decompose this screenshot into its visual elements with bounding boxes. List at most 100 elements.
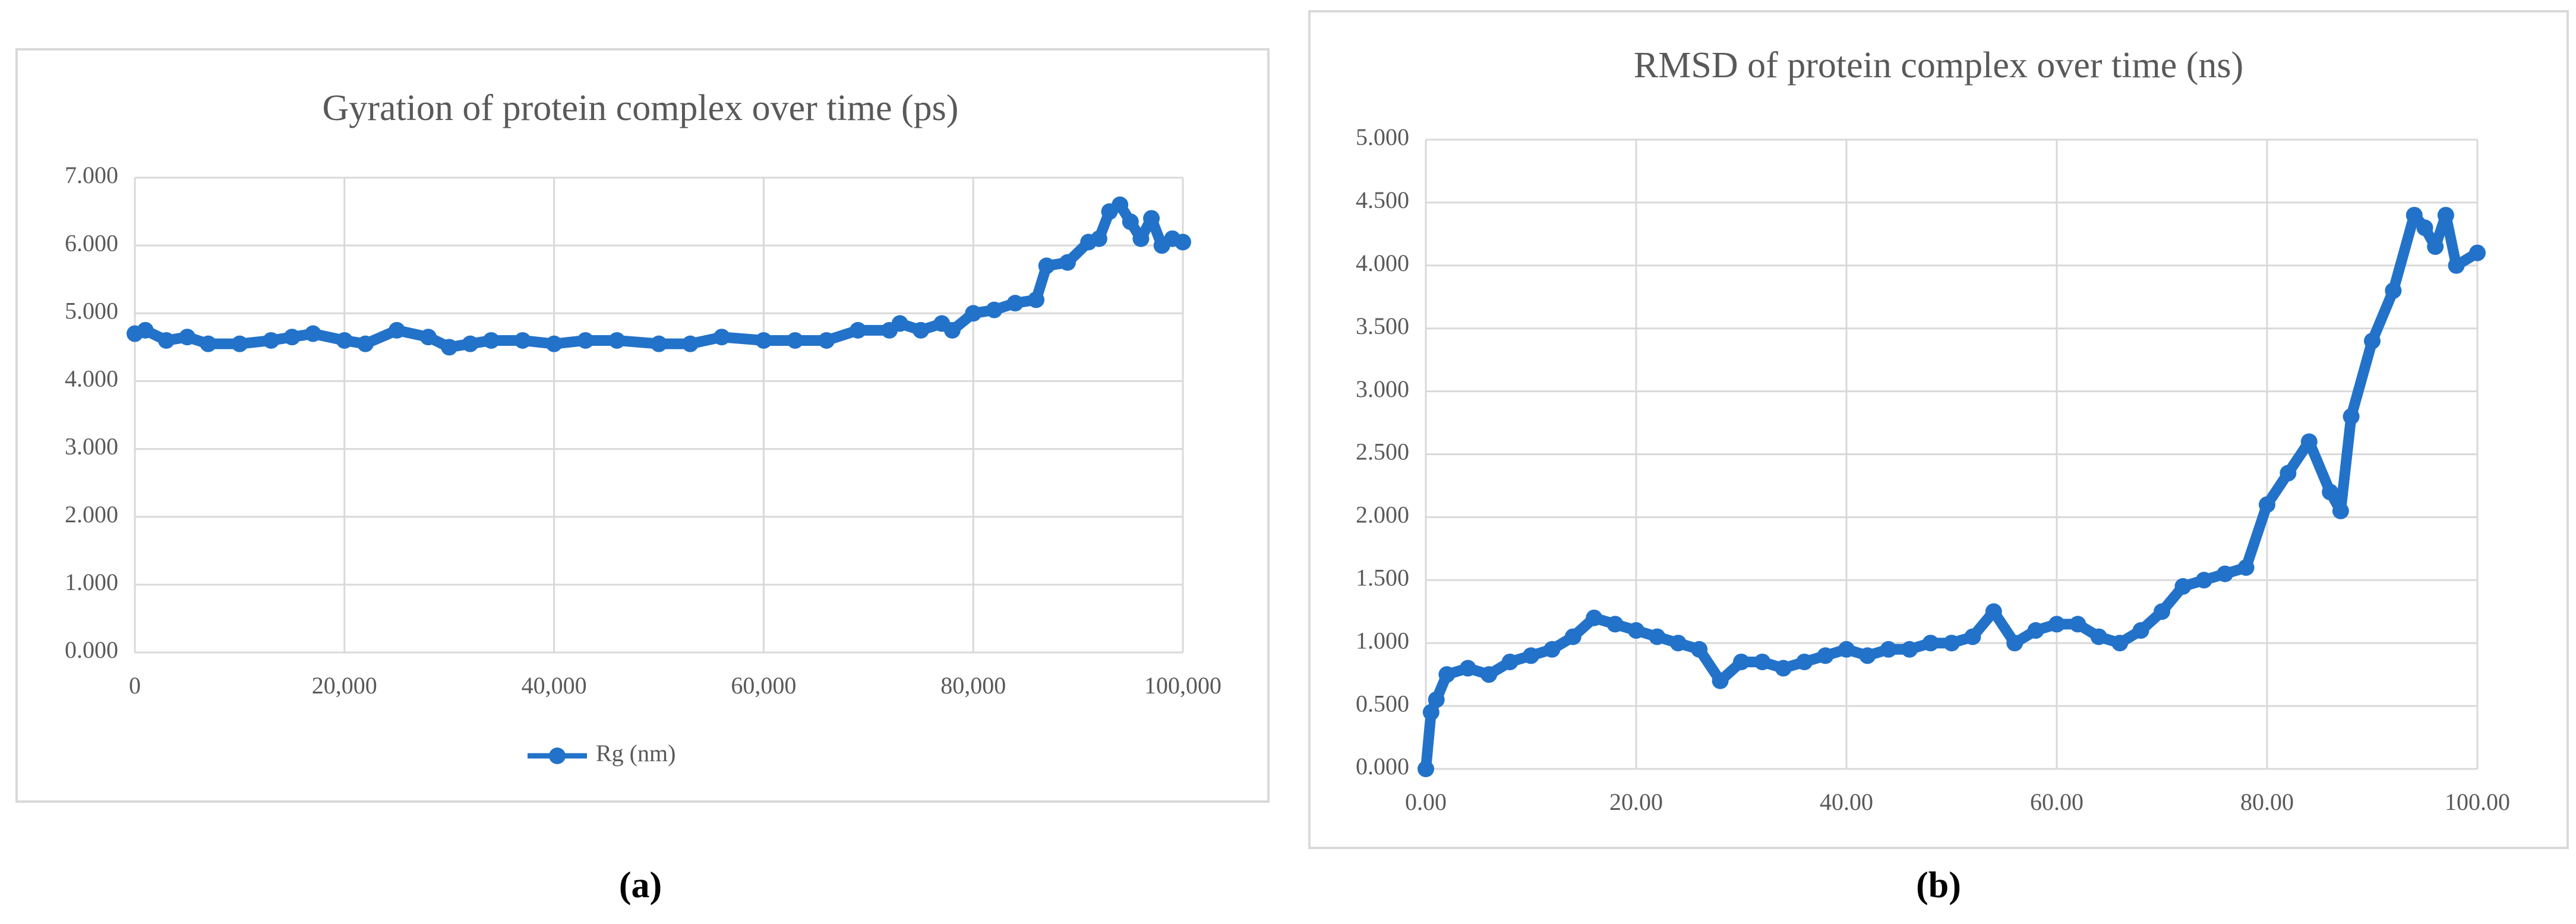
series-line — [133, 199, 1185, 353]
data-point — [1859, 647, 1876, 664]
data-point — [713, 329, 730, 346]
data-point — [1586, 609, 1603, 626]
data-point — [1880, 641, 1897, 658]
data-point — [1112, 196, 1129, 213]
data-point — [1564, 628, 1581, 645]
data-point — [2111, 635, 2129, 652]
data-point — [1669, 635, 1687, 652]
y-tick-label: 4.000 — [1356, 250, 1409, 276]
data-point — [179, 329, 196, 346]
data-point — [2385, 282, 2402, 299]
y-tick-label: 1.000 — [1356, 627, 1409, 654]
y-tick-label: 6.000 — [65, 229, 118, 256]
y-tick-label: 0.000 — [65, 636, 118, 663]
data-point — [2006, 635, 2023, 652]
x-tick-label: 0 — [129, 672, 141, 699]
data-point — [1922, 635, 1939, 652]
data-point — [1943, 635, 1960, 652]
data-point — [1838, 641, 1855, 658]
data-point — [2069, 616, 2086, 633]
data-point — [283, 329, 301, 346]
y-tick-label: 3.000 — [1356, 376, 1409, 402]
data-point — [651, 335, 667, 352]
x-tick-label: 60.00 — [2030, 789, 2083, 815]
y-tick-label: 0.000 — [1356, 753, 1409, 780]
data-point — [1175, 234, 1191, 251]
data-point — [1428, 691, 1445, 708]
x-tick-label: 80.00 — [2240, 789, 2294, 815]
y-tick-label: 4.000 — [65, 365, 118, 392]
data-point — [986, 301, 1003, 318]
data-point — [482, 332, 500, 349]
x-tick-label: 20,000 — [312, 672, 377, 699]
data-point — [2237, 559, 2255, 576]
data-point — [2343, 408, 2360, 425]
data-point — [200, 335, 217, 352]
data-point — [681, 335, 699, 352]
data-point — [2427, 238, 2444, 256]
data-point — [2174, 578, 2192, 595]
data-point — [1422, 704, 1439, 721]
data-point — [2048, 616, 2065, 633]
data-point — [2259, 496, 2275, 513]
legend-label: Rg (nm) — [596, 740, 675, 767]
data-point — [1418, 761, 1434, 777]
data-point — [389, 321, 405, 339]
data-point — [965, 305, 982, 322]
y-tick-label: 1.500 — [1356, 564, 1409, 591]
data-point — [755, 332, 772, 349]
data-point — [943, 321, 961, 339]
data-point — [263, 332, 280, 349]
data-point — [137, 321, 154, 339]
chart-frame — [1308, 10, 2569, 849]
data-point — [2322, 484, 2339, 501]
data-point — [1038, 257, 1055, 275]
data-point — [1691, 641, 1708, 658]
x-tick-label: 60,000 — [731, 672, 796, 699]
data-point — [2437, 207, 2454, 224]
data-point — [1523, 647, 1539, 664]
data-point — [1501, 653, 1519, 670]
data-point — [1006, 295, 1024, 312]
series-line — [1420, 210, 2480, 770]
data-point — [1754, 653, 1771, 670]
x-tick-label: 0.00 — [1405, 789, 1447, 815]
data-point — [2154, 603, 2170, 620]
y-tick-label: 0.500 — [1356, 690, 1409, 717]
data-point — [1649, 628, 1666, 645]
data-point — [1459, 660, 1476, 677]
data-point — [1964, 628, 1981, 645]
data-point — [1090, 230, 1107, 247]
data-point — [2416, 219, 2433, 236]
data-point — [441, 339, 458, 356]
y-tick-label: 5.000 — [65, 297, 118, 324]
data-point — [818, 332, 835, 349]
data-point — [357, 335, 374, 352]
y-tick-label: 7.000 — [65, 162, 118, 188]
data-point — [891, 315, 908, 332]
y-tick-label: 3.500 — [1356, 313, 1409, 339]
data-point — [2280, 465, 2297, 482]
data-point — [1817, 647, 1834, 664]
data-point — [2332, 502, 2349, 519]
chart-title: RMSD of protein complex over time (ns) — [1634, 45, 2243, 86]
data-point — [608, 332, 626, 349]
data-point — [1480, 666, 1498, 683]
data-point — [2132, 622, 2149, 639]
data-point — [2469, 244, 2486, 261]
data-point — [157, 332, 175, 349]
x-tick-label: 100.00 — [2445, 789, 2510, 815]
data-point — [2448, 257, 2465, 274]
data-point — [1606, 616, 1624, 633]
x-tick-label: 80,000 — [940, 672, 1006, 699]
data-point — [1901, 641, 1918, 658]
data-point — [304, 325, 321, 342]
data-point — [336, 332, 353, 349]
data-point — [1733, 653, 1750, 670]
data-point — [462, 335, 479, 352]
data-point — [913, 321, 929, 339]
data-point — [545, 335, 563, 352]
chart-title: Gyration of protein complex over time (p… — [323, 88, 959, 128]
y-tick-label: 1.000 — [65, 569, 118, 595]
data-point — [419, 329, 437, 346]
